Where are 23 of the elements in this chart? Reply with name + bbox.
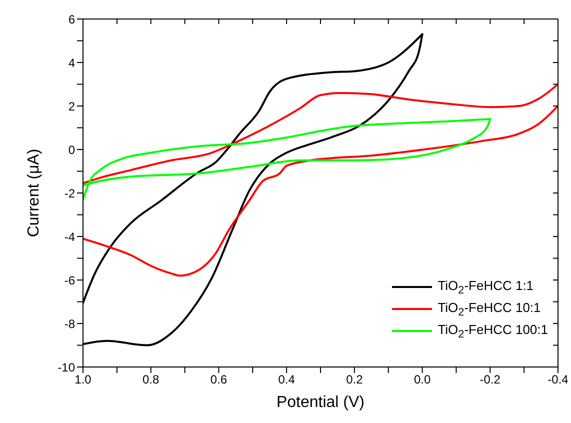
legend-label: TiO$_{2}$-FeHCC 1:1 [438, 278, 534, 296]
y-tick-label: -6 [64, 273, 76, 288]
y-tick-label: 6 [68, 12, 76, 26]
line-series [83, 105, 558, 277]
legend-label: TiO$_{2}$-FeHCC 10:1 [438, 300, 541, 318]
legend-label: TiO$_{2}$-FeHCC 100:1 [438, 322, 548, 340]
x-tick-label: 0.8 [142, 372, 160, 387]
x-tick-label: 0.4 [278, 372, 296, 387]
y-tick-label: -8 [64, 316, 76, 331]
y-tick-label: 2 [68, 99, 76, 114]
x-tick-label: 0.2 [346, 372, 364, 387]
x-tick-label: -0.2 [480, 372, 501, 387]
x-tick-label: 0.0 [414, 372, 431, 387]
y-tick-label: -4 [64, 230, 76, 244]
x-tick-label: -0.4 [548, 372, 569, 387]
y-tick-label: 0 [68, 142, 76, 157]
x-tick-label: 1.0 [74, 372, 92, 387]
y-tick-label: -2 [64, 186, 76, 200]
x-tick-label: 0.6 [210, 372, 228, 387]
y-axis-title: Current (μA) [26, 148, 43, 238]
y-tick-label: 4 [68, 56, 76, 70]
x-axis-title: Potential (V) [276, 394, 365, 411]
y-tick-label: -10 [58, 360, 76, 374]
